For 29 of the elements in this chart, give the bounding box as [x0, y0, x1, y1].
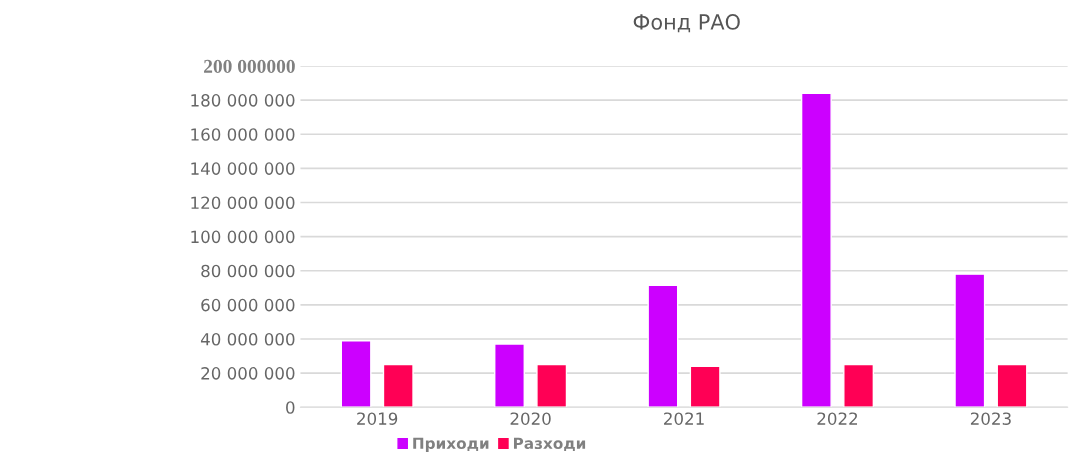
x-tick-label: 2019: [357, 412, 398, 425]
y-tick-label: 40 000 000: [200, 332, 295, 346]
x-tick-label: 2023: [970, 412, 1011, 425]
y-tick-label: 120 000 000: [191, 196, 295, 210]
x-tick-label: 2020: [510, 412, 551, 425]
bar: [689, 365, 721, 408]
y-tick-label: 160 000 000: [191, 128, 295, 141]
y-tick-label: 140 000 000: [191, 162, 295, 175]
legend-label: Приходи: [413, 437, 489, 453]
y-tick-label: 180 000 000: [191, 94, 295, 107]
bar: [647, 284, 679, 408]
bar: [340, 339, 372, 408]
bar: [800, 92, 832, 408]
legend-label: Разходи: [514, 437, 586, 451]
bar: [382, 363, 414, 408]
bar: [996, 363, 1028, 408]
bar: [494, 343, 525, 408]
y-tick-label: 60 000 000: [201, 298, 295, 312]
bar: [536, 363, 568, 408]
bar: [843, 363, 875, 408]
y-tick-label: 200 000000: [204, 59, 295, 73]
y-tick-label: 80 000 000: [201, 264, 295, 278]
y-tick-label: 100 000 000: [191, 230, 295, 244]
y-tick-label: 0: [286, 401, 295, 414]
x-tick-label: 2022: [817, 412, 858, 425]
y-tick-label: 20 000 000: [201, 367, 295, 380]
chart-title: Фонд РАО: [633, 14, 740, 33]
x-tick-label: 2021: [664, 412, 704, 425]
bar: [954, 273, 986, 408]
